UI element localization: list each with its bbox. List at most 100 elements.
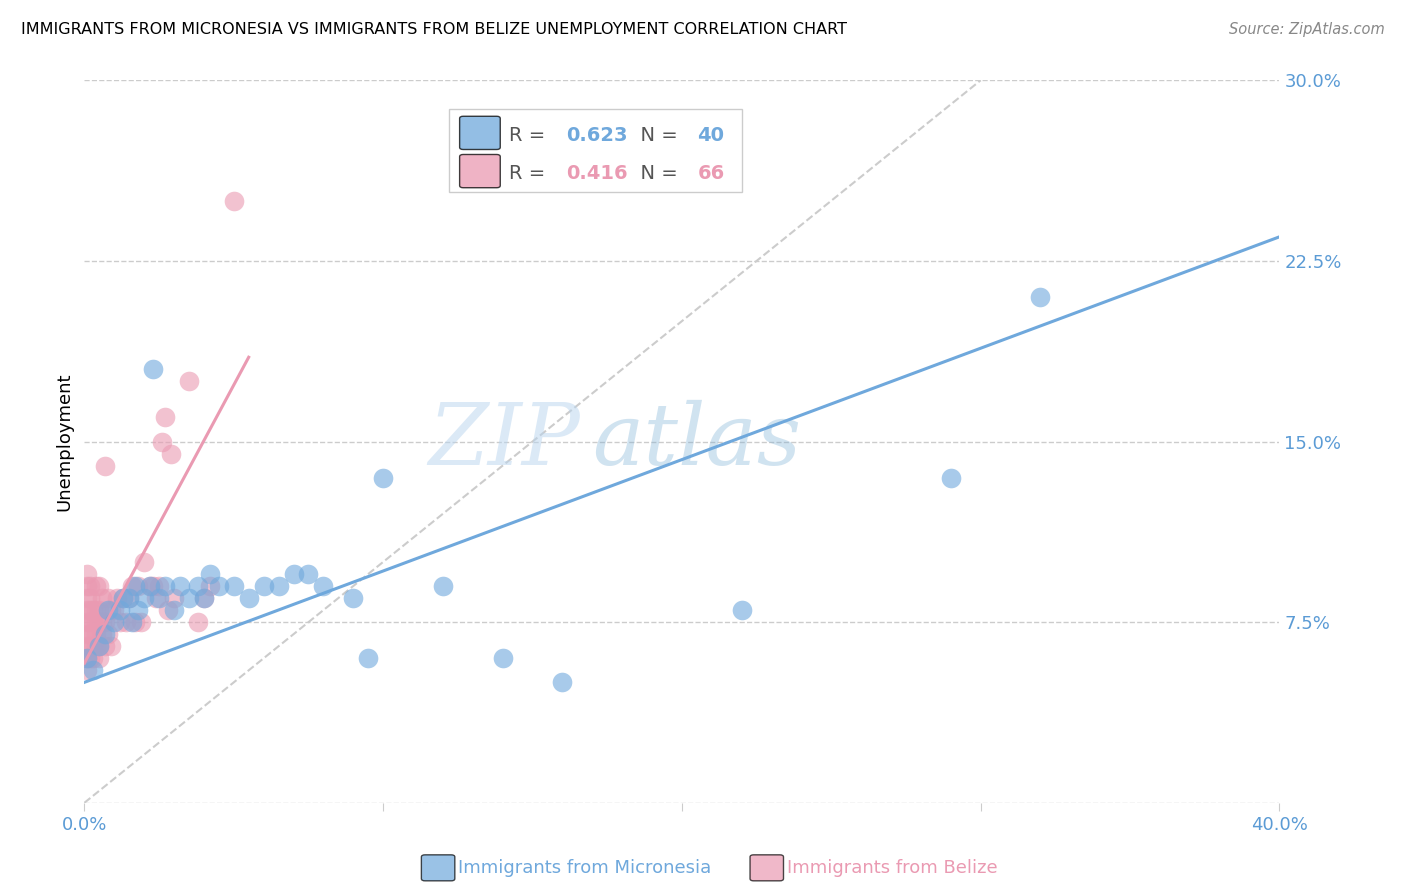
Point <box>86 639 108 653</box>
FancyBboxPatch shape <box>460 154 501 187</box>
Point <box>198 567 221 582</box>
Point <box>342 591 364 605</box>
Point <box>79 603 101 617</box>
Text: 0.416: 0.416 <box>567 164 627 184</box>
Point <box>153 410 176 425</box>
Point <box>492 651 515 665</box>
Point <box>187 615 209 630</box>
Point <box>253 579 276 593</box>
Text: 40: 40 <box>697 127 724 145</box>
FancyBboxPatch shape <box>449 109 742 193</box>
Text: R =: R = <box>509 127 551 145</box>
Point <box>89 651 111 665</box>
Point <box>731 603 754 617</box>
Point <box>86 603 108 617</box>
Point <box>139 579 162 593</box>
Point <box>297 567 319 582</box>
Point <box>89 615 111 630</box>
Point <box>124 615 146 630</box>
Point <box>86 615 108 630</box>
Point <box>222 579 245 593</box>
Point <box>86 627 108 641</box>
Point <box>198 579 221 593</box>
Point <box>103 603 125 617</box>
Point <box>82 615 104 630</box>
Point <box>79 639 101 653</box>
Point <box>82 639 104 653</box>
Point <box>124 579 146 593</box>
Text: atlas: atlas <box>592 401 801 483</box>
Point <box>139 579 162 593</box>
Point <box>193 591 215 605</box>
Point <box>94 627 117 641</box>
Point <box>79 591 101 605</box>
Point <box>163 603 186 617</box>
Text: 66: 66 <box>697 164 724 184</box>
Point <box>129 615 152 630</box>
Point <box>76 579 98 593</box>
Point <box>112 591 135 605</box>
Point <box>142 362 165 376</box>
Point <box>100 603 122 617</box>
Point <box>121 579 143 593</box>
Text: IMMIGRANTS FROM MICRONESIA VS IMMIGRANTS FROM BELIZE UNEMPLOYMENT CORRELATION CH: IMMIGRANTS FROM MICRONESIA VS IMMIGRANTS… <box>21 22 846 37</box>
Point <box>76 603 98 617</box>
Point <box>82 651 104 665</box>
Point <box>177 591 200 605</box>
Point <box>89 639 111 653</box>
FancyBboxPatch shape <box>749 855 783 880</box>
Text: Immigrants from Micronesia: Immigrants from Micronesia <box>458 859 711 877</box>
Text: 0.623: 0.623 <box>567 127 627 145</box>
Point <box>76 651 98 665</box>
Text: Source: ZipAtlas.com: Source: ZipAtlas.com <box>1229 22 1385 37</box>
Point <box>76 651 98 665</box>
Point <box>82 664 104 678</box>
Text: N =: N = <box>628 127 685 145</box>
Point <box>238 591 260 605</box>
Point <box>145 591 167 605</box>
Point <box>94 639 117 653</box>
Point <box>76 591 98 605</box>
Point <box>939 470 962 484</box>
Point <box>112 591 135 605</box>
FancyBboxPatch shape <box>422 855 456 880</box>
Point <box>76 664 98 678</box>
Point <box>551 675 574 690</box>
Point <box>79 651 101 665</box>
Point <box>283 567 305 582</box>
Point <box>79 615 101 630</box>
Point <box>94 615 117 630</box>
Point <box>150 434 173 449</box>
Point <box>91 615 114 630</box>
Point <box>132 555 156 569</box>
Text: R =: R = <box>509 164 551 184</box>
Point <box>79 627 101 641</box>
Point <box>132 591 156 605</box>
Point <box>267 579 290 593</box>
Point <box>118 591 141 605</box>
Point <box>193 591 215 605</box>
Point <box>1029 290 1052 304</box>
Point <box>97 591 120 605</box>
Point <box>100 639 122 653</box>
Point <box>357 651 380 665</box>
Point <box>86 579 108 593</box>
Point <box>76 567 98 582</box>
Point <box>157 603 180 617</box>
Point <box>118 591 141 605</box>
Point <box>89 639 111 653</box>
Point <box>312 579 335 593</box>
Point <box>222 194 245 208</box>
Point <box>105 591 128 605</box>
Point <box>103 615 125 630</box>
Point <box>432 579 454 593</box>
Point <box>89 579 111 593</box>
Point <box>97 603 120 617</box>
Point <box>163 591 186 605</box>
FancyBboxPatch shape <box>460 116 501 150</box>
Text: Immigrants from Belize: Immigrants from Belize <box>787 859 998 877</box>
Point <box>127 603 149 617</box>
Text: ZIP: ZIP <box>429 401 581 483</box>
Point <box>127 579 149 593</box>
Point <box>91 591 114 605</box>
